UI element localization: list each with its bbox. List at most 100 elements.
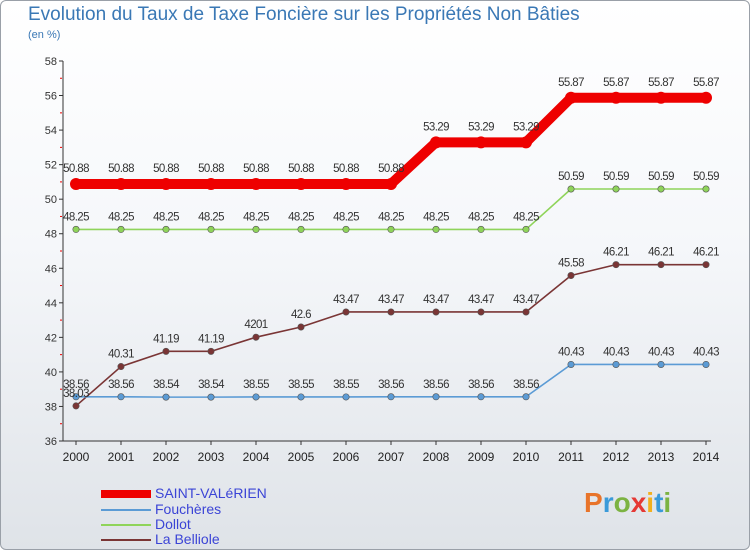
legend-swatch-foucheres bbox=[101, 509, 151, 511]
data-label: 45.58 bbox=[558, 258, 584, 270]
data-label: 38.55 bbox=[333, 379, 359, 391]
data-label: 43.47 bbox=[468, 294, 494, 306]
logo-letter: x bbox=[630, 487, 647, 518]
logo-letter: o bbox=[613, 487, 631, 518]
data-point-1 bbox=[342, 393, 350, 401]
data-point-3 bbox=[702, 261, 710, 269]
data-label: 53.29 bbox=[513, 121, 539, 133]
data-point-0 bbox=[205, 177, 217, 190]
data-point-2 bbox=[522, 225, 530, 233]
logo-letter: r bbox=[602, 487, 614, 518]
data-label: 46.21 bbox=[693, 247, 719, 259]
data-label: 38.54 bbox=[198, 379, 225, 391]
data-label: 46.21 bbox=[648, 247, 674, 259]
data-point-0 bbox=[385, 177, 397, 190]
data-point-0 bbox=[115, 177, 127, 190]
data-point-3 bbox=[567, 272, 575, 280]
data-label: 38.55 bbox=[288, 379, 314, 391]
data-label: 50.59 bbox=[558, 171, 584, 183]
data-label: 50.59 bbox=[693, 171, 719, 183]
legend-label: SAINT-VALéRIEN bbox=[155, 485, 267, 501]
data-point-2 bbox=[252, 225, 260, 233]
legend-label: Dollot bbox=[155, 516, 191, 532]
data-point-1 bbox=[522, 393, 530, 401]
x-tick-label: 2004 bbox=[243, 450, 270, 464]
data-point-3 bbox=[387, 308, 395, 316]
data-label: 38.03 bbox=[63, 388, 89, 400]
logo-letter: t bbox=[654, 487, 664, 518]
data-point-3 bbox=[657, 261, 665, 269]
x-tick-label: 2014 bbox=[693, 450, 720, 464]
data-point-3 bbox=[432, 308, 440, 316]
data-point-1 bbox=[477, 393, 485, 401]
data-point-2 bbox=[567, 185, 575, 193]
data-label: 50.88 bbox=[333, 163, 359, 175]
data-point-0 bbox=[475, 136, 487, 149]
data-label: 38.55 bbox=[243, 379, 269, 391]
data-label: 50.88 bbox=[108, 163, 134, 175]
data-label: 50.88 bbox=[198, 163, 224, 175]
x-tick-label: 2009 bbox=[468, 450, 495, 464]
data-label: 41.19 bbox=[153, 333, 179, 345]
data-label: 38.56 bbox=[378, 379, 404, 391]
y-tick-label: 38 bbox=[45, 401, 57, 413]
data-label: 43.47 bbox=[513, 294, 539, 306]
data-point-3 bbox=[477, 308, 485, 316]
data-label: 48.25 bbox=[198, 211, 224, 223]
data-point-0 bbox=[700, 91, 712, 104]
data-label: 40.43 bbox=[693, 346, 719, 358]
data-label: 40.43 bbox=[648, 346, 674, 358]
data-label: 48.25 bbox=[243, 211, 269, 223]
data-label: 38.56 bbox=[108, 379, 134, 391]
data-point-1 bbox=[657, 360, 665, 368]
data-point-1 bbox=[252, 393, 260, 401]
data-point-0 bbox=[340, 177, 352, 190]
data-point-1 bbox=[72, 393, 80, 401]
proxiti-logo: Proxiti bbox=[584, 487, 671, 519]
data-label: 50.88 bbox=[153, 163, 179, 175]
data-point-1 bbox=[162, 393, 170, 401]
data-label: 50.88 bbox=[243, 163, 269, 175]
data-point-0 bbox=[655, 91, 667, 104]
data-point-2 bbox=[657, 185, 665, 193]
data-label: 50.59 bbox=[648, 171, 674, 183]
chart-title: Evolution du Taux de Taxe Foncière sur l… bbox=[28, 4, 580, 25]
y-tick-label: 46 bbox=[45, 263, 57, 275]
x-tick-label: 2008 bbox=[423, 450, 450, 464]
y-tick-label: 48 bbox=[45, 229, 57, 241]
y-axis-unit: (en %) bbox=[28, 29, 61, 41]
data-point-2 bbox=[117, 225, 125, 233]
data-label: 55.87 bbox=[558, 77, 584, 89]
data-point-2 bbox=[702, 185, 710, 193]
data-point-0 bbox=[565, 91, 577, 104]
data-label: 43.47 bbox=[423, 294, 449, 306]
data-point-0 bbox=[520, 136, 532, 149]
legend-swatch-saint-valerien bbox=[101, 490, 151, 498]
data-label: 53.29 bbox=[423, 121, 449, 133]
data-label: 40.43 bbox=[603, 346, 629, 358]
logo-letter: P bbox=[584, 487, 603, 518]
data-point-1 bbox=[702, 360, 710, 368]
data-point-3 bbox=[342, 308, 350, 316]
y-tick-label: 40 bbox=[45, 367, 57, 379]
data-label: 48.25 bbox=[378, 211, 404, 223]
x-tick-label: 2001 bbox=[108, 450, 135, 464]
logo-letter: i bbox=[646, 487, 655, 518]
y-tick-label: 36 bbox=[45, 436, 57, 448]
data-label: 55.87 bbox=[603, 77, 629, 89]
data-point-0 bbox=[160, 177, 172, 190]
data-point-1 bbox=[207, 393, 215, 401]
data-point-3 bbox=[522, 308, 530, 316]
data-point-2 bbox=[207, 225, 215, 233]
x-tick-label: 2003 bbox=[198, 450, 225, 464]
legend-swatch-dollot bbox=[101, 524, 151, 526]
data-point-1 bbox=[432, 393, 440, 401]
data-point-0 bbox=[250, 177, 262, 190]
data-label: 48.25 bbox=[153, 211, 179, 223]
data-label: 53.29 bbox=[468, 121, 494, 133]
data-point-3 bbox=[207, 347, 215, 355]
data-point-3 bbox=[612, 261, 620, 269]
x-tick-label: 2011 bbox=[558, 450, 584, 464]
logo-letter: i bbox=[663, 487, 672, 518]
data-point-3 bbox=[252, 333, 260, 341]
